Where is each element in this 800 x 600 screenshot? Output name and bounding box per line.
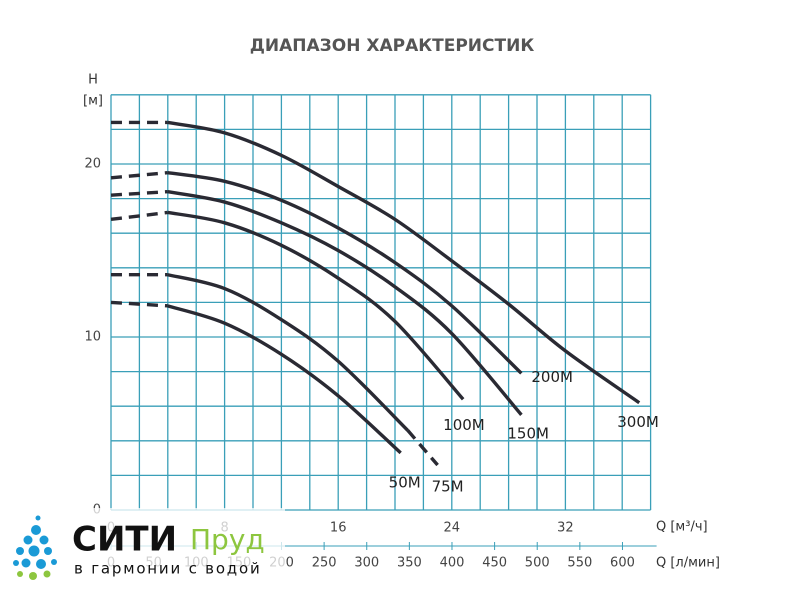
x2-tick-label: 350 [397, 556, 422, 571]
x2-tick-label: 500 [525, 556, 550, 571]
y-tick-label: 20 [84, 157, 101, 172]
curve [167, 273, 409, 432]
series-label: 75M [432, 478, 464, 496]
logo-tagline: в гармонии с водой [74, 560, 262, 578]
curve-dashed [110, 210, 169, 222]
series-label: 150M [507, 424, 549, 442]
curve-dashed [406, 429, 439, 467]
logo: СИТИ Пруд в гармонии с водой [0, 508, 285, 588]
y-axis-label: H [88, 73, 98, 88]
x2-tick-label: 300 [354, 556, 379, 571]
x2-tick-label: 450 [482, 556, 507, 571]
x-tick-label: 32 [557, 521, 574, 536]
curve-dashed [110, 300, 168, 308]
curve [167, 170, 523, 375]
x-tick-label: 24 [444, 521, 461, 536]
curve [167, 210, 465, 401]
chart-title: ДИАПАЗОН ХАРАКТЕРИСТИК [250, 36, 535, 56]
logo-name: СИТИ [72, 520, 177, 560]
x-axis-label: Q [м³/ч] [656, 520, 708, 535]
y-axis-unit: [м] [83, 94, 103, 109]
x2-tick-label: 250 [312, 556, 337, 571]
x2-tick-label: 600 [610, 556, 635, 571]
series-label: 50M [389, 473, 421, 491]
series-label: 200M [531, 368, 573, 386]
series-label: 300M [617, 413, 659, 431]
x2-tick-label: 400 [440, 556, 465, 571]
y-tick-label: 10 [84, 330, 101, 345]
logo-icon [13, 515, 57, 580]
x2-axis-label: Q [л/мин] [656, 556, 720, 571]
x2-tick-label: 550 [567, 556, 592, 571]
logo-name-2: Пруд [190, 523, 265, 556]
curve [167, 190, 523, 416]
plot-area: 0102008162432050100150200250300350400450… [84, 94, 659, 571]
x-tick-label: 16 [330, 521, 347, 536]
curve-dashed [110, 189, 168, 197]
curve-dashed [110, 170, 168, 180]
curve [167, 304, 402, 455]
curve [167, 120, 641, 405]
series-label: 100M [443, 416, 485, 434]
